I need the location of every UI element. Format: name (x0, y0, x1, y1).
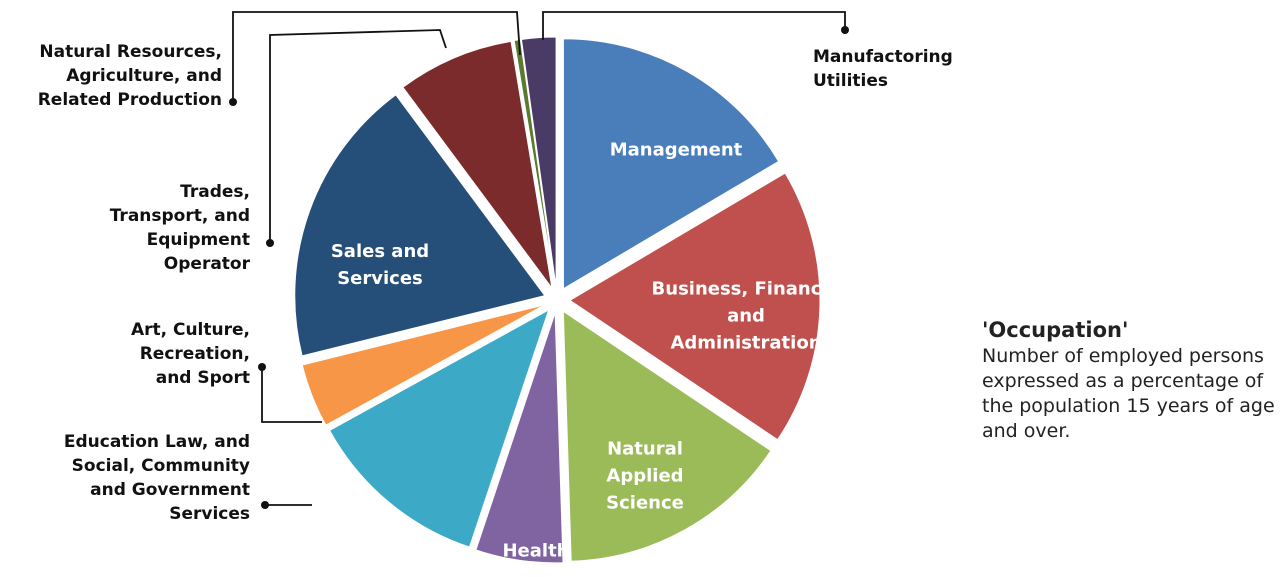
callout-label: Natural Resources, Agriculture, and Rela… (37, 42, 222, 110)
pie-slice (475, 312, 564, 564)
leader-dots (229, 26, 849, 509)
pie-slice (294, 94, 546, 357)
callout-label: Art, Culture, Recreation, and Sport (130, 320, 250, 388)
pie-slice (569, 172, 821, 441)
pie-slice (513, 38, 556, 288)
chart-subtitle: Number of employed persons expressed as … (982, 345, 1275, 442)
slice-label: Health (502, 540, 570, 562)
leader-dot (229, 98, 237, 106)
pie-slice (562, 38, 780, 290)
callout-label: Trades, Transport, and Equipment Operato… (109, 182, 250, 274)
leader-line (269, 29, 447, 243)
slice-label: Sales and Services (330, 241, 430, 289)
leader-dot (266, 239, 274, 247)
slice-label: Natural Applied Science (606, 438, 684, 514)
leader-dot (841, 26, 849, 34)
leader-line (232, 11, 521, 102)
chart-title: 'Occupation' (982, 318, 1129, 342)
description: 'Occupation' Number of employed persons … (982, 316, 1282, 444)
leader-dot (261, 501, 269, 509)
leader-line (542, 11, 846, 40)
pie-slice (562, 310, 772, 562)
slice-label: Business, Finance, and Administration (651, 278, 841, 354)
slice-label: Management (609, 139, 743, 161)
leader-line (261, 367, 322, 423)
pie-slice (520, 36, 557, 288)
pie-slice (301, 304, 546, 426)
leader-lines (232, 11, 846, 506)
callout-label: Education Law, and Social, Community and… (63, 432, 250, 524)
pie-slice (402, 40, 553, 289)
pie-slice (328, 308, 550, 548)
callout-label: Manufactoring Utilities (813, 47, 953, 91)
leader-dot (258, 363, 266, 371)
